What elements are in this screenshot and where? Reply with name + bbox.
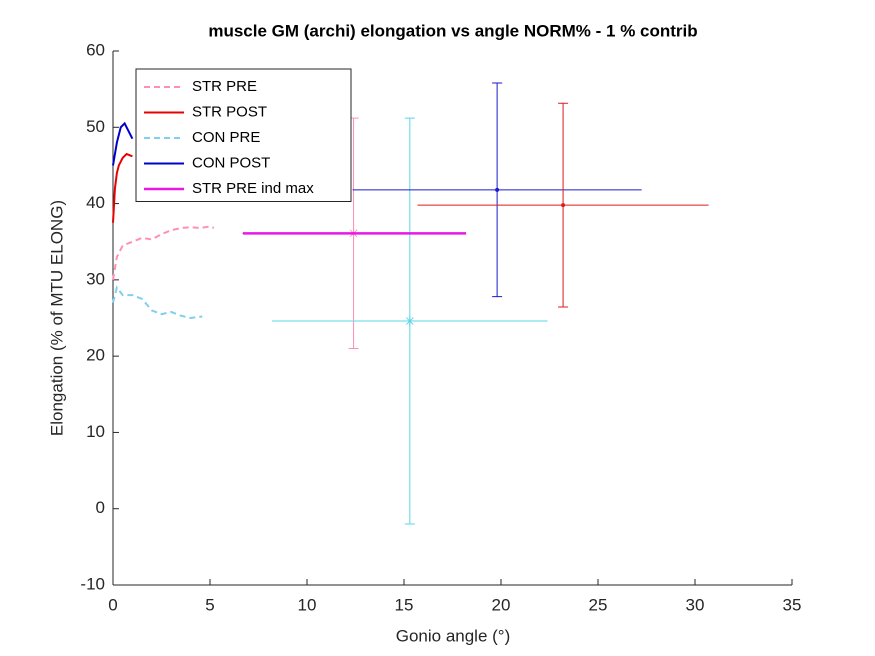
center-marker <box>561 203 566 208</box>
error-bar <box>272 117 548 525</box>
legend-label: CON POST <box>192 154 270 171</box>
y-tick-label: 40 <box>86 193 105 212</box>
y-tick-label: 20 <box>86 346 105 365</box>
x-tick-label: 25 <box>589 595 608 614</box>
center-marker <box>404 316 415 327</box>
y-tick-label: 0 <box>96 498 105 517</box>
legend-label: CON PRE <box>192 129 260 146</box>
x-tick-label: 5 <box>205 595 214 614</box>
x-tick-label: 10 <box>298 595 317 614</box>
x-tick-label: 15 <box>395 595 414 614</box>
legend-label: STR PRE ind max <box>192 180 314 197</box>
series-line <box>112 285 203 320</box>
y-tick-label: 60 <box>86 40 105 59</box>
legend: STR PRE STR POST CON PRE CON POST STR PRE in… <box>135 68 352 202</box>
series-line <box>112 152 133 223</box>
x-tick-label: 0 <box>108 595 117 614</box>
series-line <box>112 225 215 281</box>
x-tick-label: 20 <box>492 595 511 614</box>
series-line <box>112 121 134 166</box>
y-tick-label: 50 <box>86 117 105 136</box>
legend-label: STR POST <box>192 103 267 120</box>
legend-box <box>135 68 352 202</box>
y-tick-label: 10 <box>86 422 105 441</box>
x-axis-label: Gonio angle (°) <box>396 626 511 645</box>
y-tick-label: 30 <box>86 269 105 288</box>
error-bar <box>352 82 642 298</box>
error-bar <box>417 102 709 308</box>
chart-title: muscle GM (archi) elongation vs angle NO… <box>208 21 697 40</box>
center-marker <box>495 187 500 192</box>
y-axis-label: Elongation (% of MTU ELONG) <box>47 200 66 436</box>
y-tick-label: -10 <box>80 574 105 593</box>
legend-label: STR PRE <box>192 78 257 95</box>
x-tick-label: 30 <box>686 595 705 614</box>
x-tick-label: 35 <box>783 595 802 614</box>
